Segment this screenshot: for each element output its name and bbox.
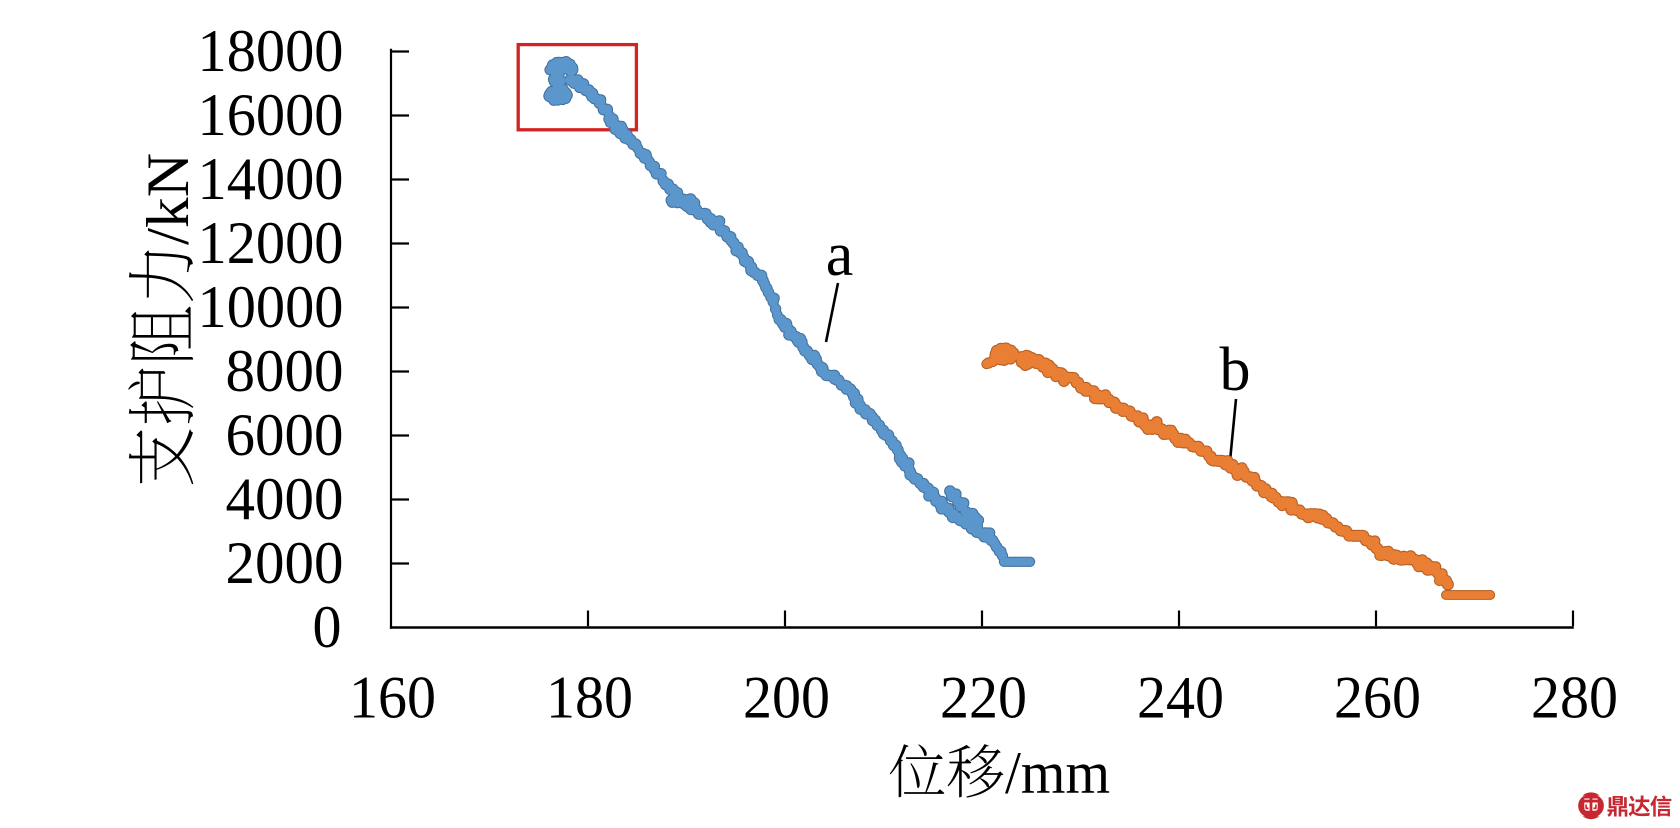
svg-text:a: a [826, 221, 854, 289]
svg-text:18000: 18000 [198, 18, 344, 85]
svg-text:160: 160 [349, 665, 436, 732]
svg-text:280: 280 [1531, 665, 1618, 732]
svg-text:8000: 8000 [226, 338, 344, 405]
svg-text:14000: 14000 [198, 146, 344, 213]
svg-text:220: 220 [940, 665, 1027, 732]
svg-text:240: 240 [1137, 665, 1224, 732]
svg-text:/kN: /kN [135, 153, 201, 245]
svg-text:16000: 16000 [198, 82, 344, 149]
svg-text:2000: 2000 [226, 530, 344, 597]
svg-text:180: 180 [546, 665, 633, 732]
svg-text:12000: 12000 [198, 210, 344, 277]
svg-text:6000: 6000 [226, 402, 344, 469]
svg-text:4000: 4000 [226, 466, 344, 533]
svg-text:b: b [1220, 336, 1251, 404]
svg-text:200: 200 [743, 665, 830, 732]
svg-text:10000: 10000 [198, 274, 344, 341]
svg-text:/mm: /mm [1005, 740, 1110, 806]
svg-text:260: 260 [1334, 665, 1421, 732]
svg-text:0: 0 [313, 594, 342, 661]
